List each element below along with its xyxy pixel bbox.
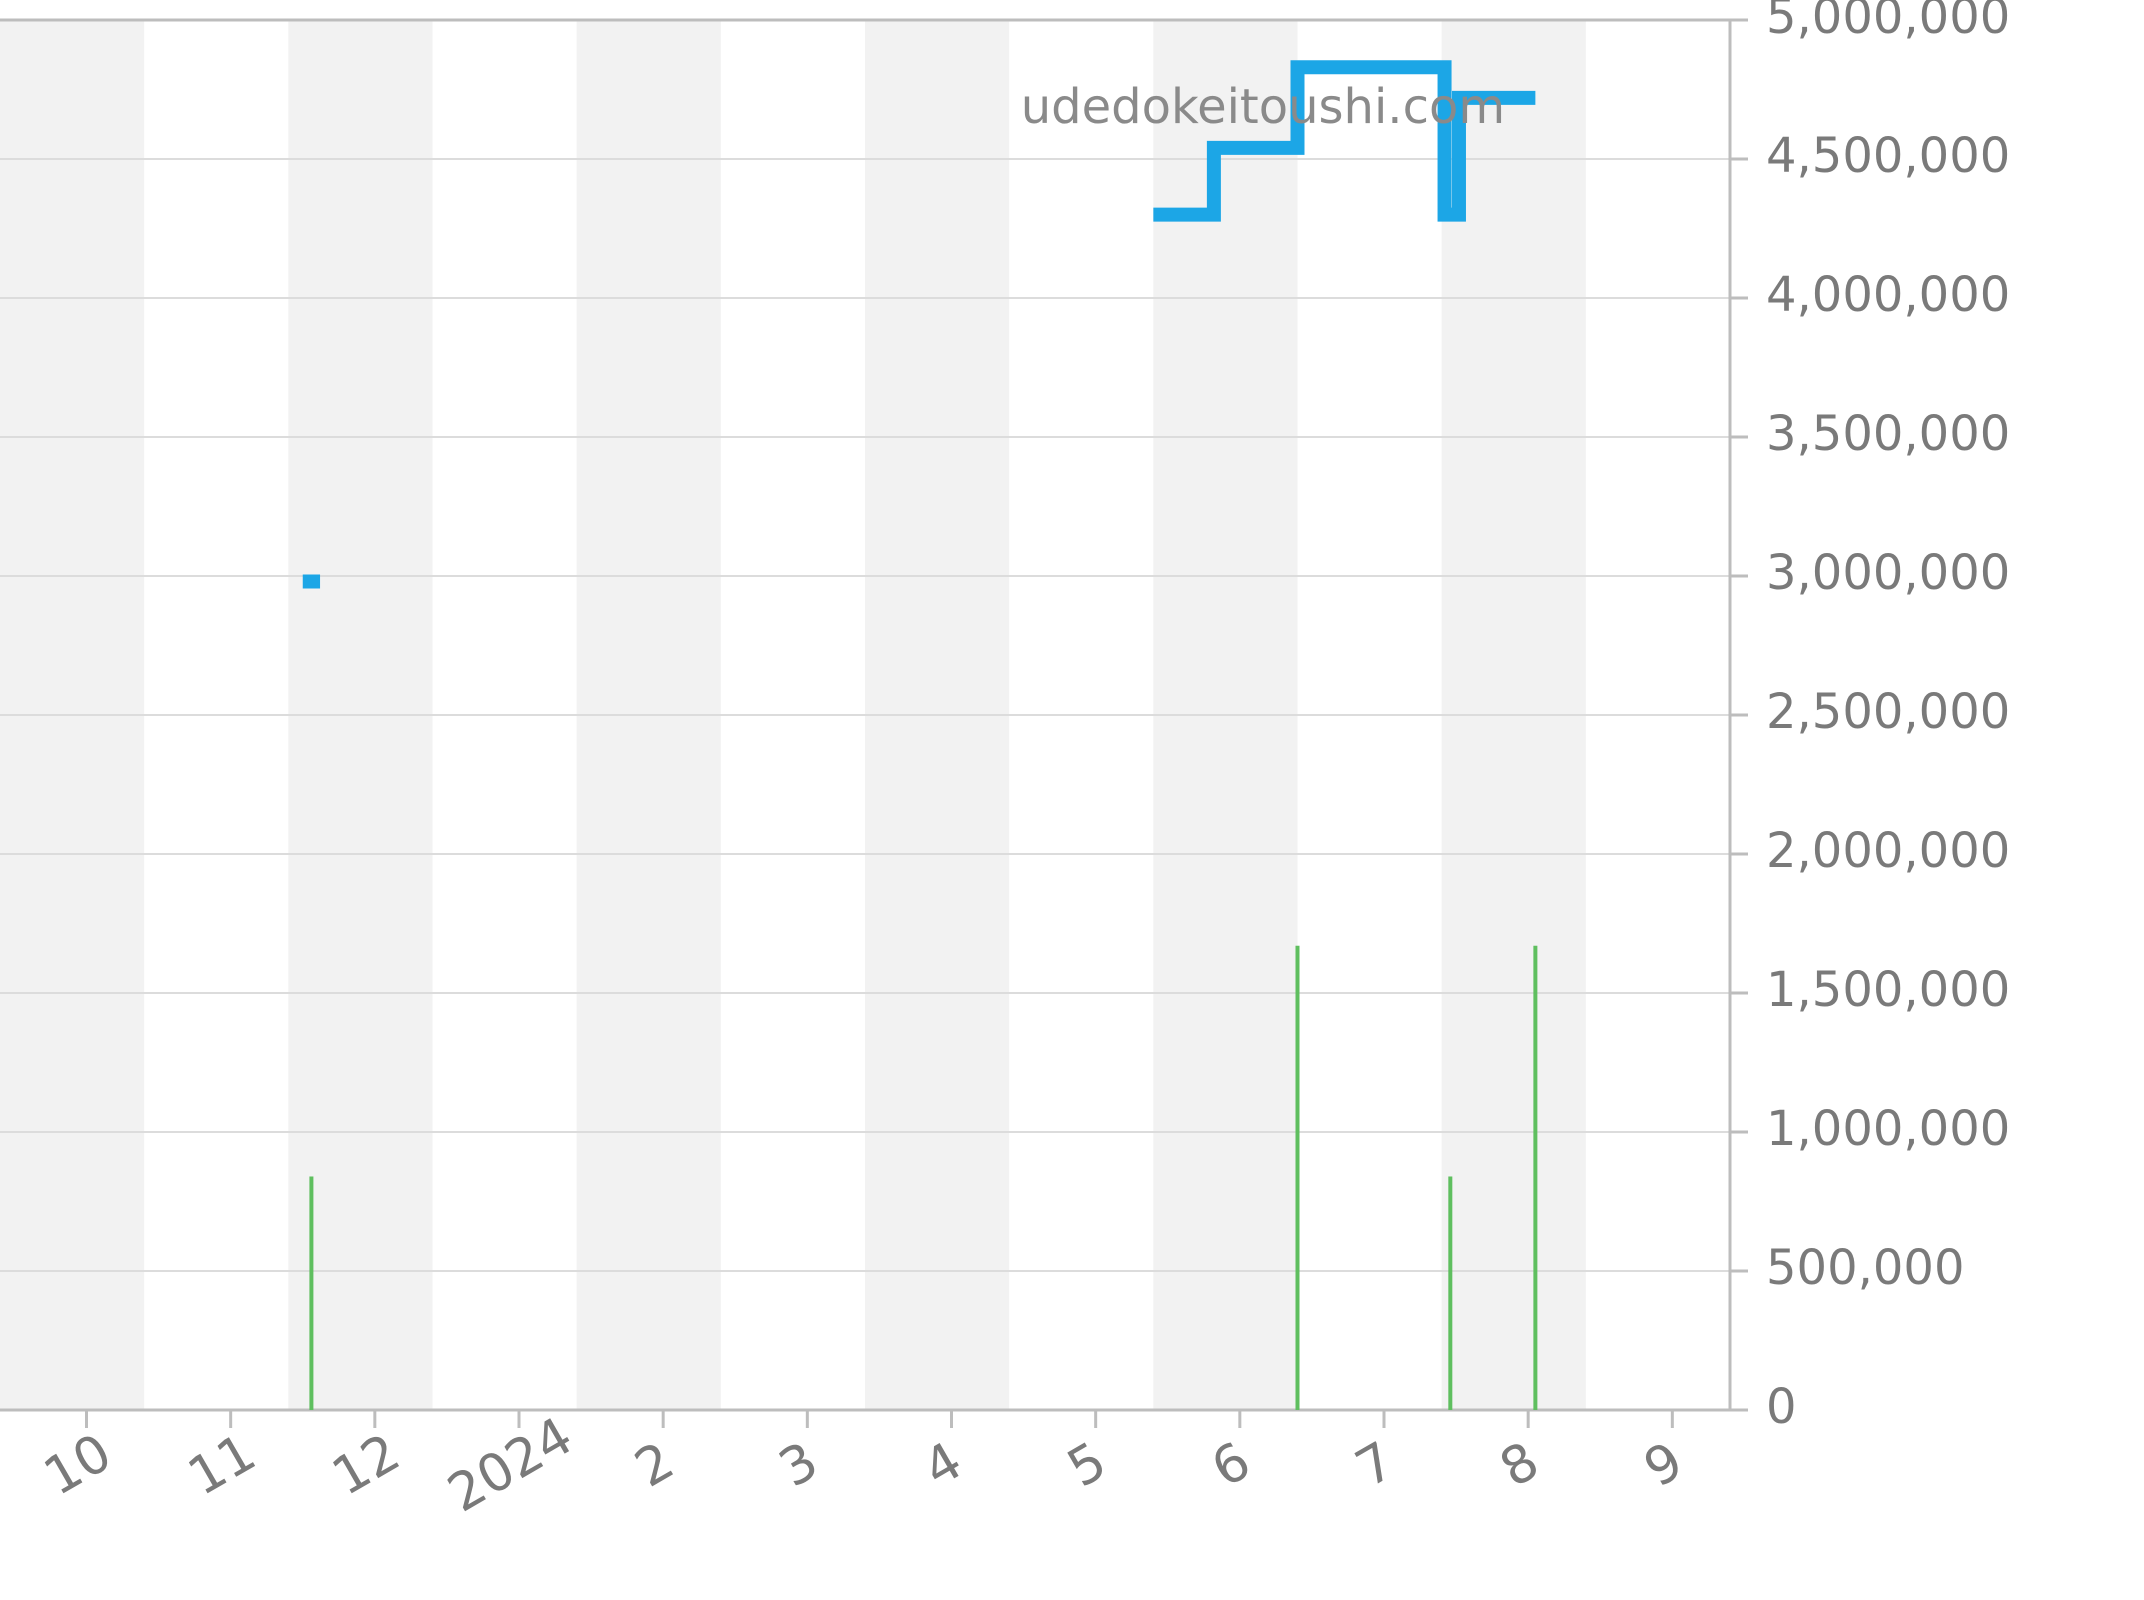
ytick-label: 4,500,000	[1766, 128, 2010, 184]
chart-container: 0 500,000 1,000,000 1,500,000 2,000,000 2,500…	[0, 0, 2144, 1600]
ytick-label: 3,000,000	[1766, 545, 2010, 601]
ytick-label: 1,500,000	[1766, 962, 2010, 1018]
volume-bar: 840000	[309, 1176, 313, 1410]
chart-svg: 0 500,000 1,000,000 1,500,000 2,000,000 2,500…	[0, 0, 2144, 1600]
xtick-label: 9	[1635, 1431, 1694, 1500]
ytick-label: 0	[1766, 1379, 1797, 1435]
ytick-label: 5,000,000	[1766, 0, 2010, 45]
xtick-label: 5	[1058, 1431, 1117, 1500]
ytick-label: 1,000,000	[1766, 1101, 2010, 1157]
ytick-label: 3,500,000	[1766, 406, 2010, 462]
ytick-label: 500,000	[1766, 1240, 1965, 1296]
volume-bar: 840000	[1448, 1176, 1452, 1410]
xtick-label: 8	[1490, 1431, 1549, 1500]
xtick-label: 3	[770, 1431, 829, 1500]
volume-bar: 1670000	[1533, 946, 1537, 1410]
xtick-label: 6	[1202, 1431, 1261, 1500]
xtick-label: 2	[625, 1431, 684, 1500]
xtick-label: 11	[179, 1423, 266, 1508]
ytick-label: 2,000,000	[1766, 823, 2010, 879]
xtick-label: 7	[1346, 1431, 1405, 1500]
watermark-text: udedokeitoushi.com	[1021, 79, 1505, 135]
xtick-label: 10	[34, 1423, 121, 1508]
xtick-label: 2024	[438, 1406, 583, 1524]
ytick-label: 2,500,000	[1766, 684, 2010, 740]
xtick-label: 12	[323, 1423, 410, 1508]
volume-bar: 1670000	[1296, 946, 1300, 1410]
xtick-label: 4	[914, 1431, 973, 1500]
ytick-label: 4,000,000	[1766, 267, 2010, 323]
